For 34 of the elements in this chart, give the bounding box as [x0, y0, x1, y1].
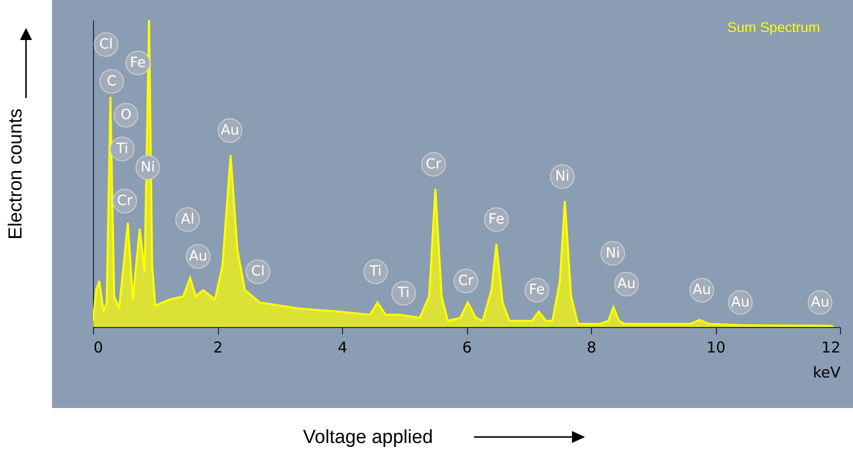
annotation: C — [106, 73, 117, 90]
x-axis-title: keV — [812, 364, 842, 382]
x-tick-label: 6 — [462, 338, 472, 356]
annotation: Au — [188, 248, 208, 264]
annotation: Au — [220, 122, 240, 139]
annotation: Ti — [368, 264, 382, 280]
annotation: Au — [692, 282, 712, 298]
annotation: Fe — [130, 54, 146, 71]
annotation: Au — [617, 276, 636, 292]
x-tick-label: 10 — [706, 338, 726, 356]
annotation: Cr — [426, 156, 442, 172]
annotation: Ti — [115, 140, 128, 157]
annotation: Ni — [606, 245, 620, 262]
x-tick-label: 8 — [586, 338, 596, 356]
annotation: Ni — [555, 168, 570, 185]
x-tick-label: 12 — [821, 338, 840, 356]
annotation: O — [120, 107, 132, 124]
annotation: Fe — [528, 282, 545, 298]
annotation: Cr — [458, 272, 474, 289]
annotation: Cl — [251, 264, 265, 280]
annotation: Cr — [116, 193, 133, 210]
annotation: Ti — [396, 285, 410, 302]
x-tick-label: 0 — [94, 338, 104, 356]
annotation: Al — [180, 212, 194, 228]
text: Voltage applied — [303, 427, 433, 448]
annotation: Sum Spectrum — [727, 19, 820, 35]
annotation: Ni — [140, 159, 155, 176]
annotation: Au — [810, 294, 830, 310]
x-tick-label: 4 — [338, 338, 348, 356]
annotation: Cl — [99, 36, 113, 53]
y-axis-title: Electron counts — [6, 108, 26, 240]
x-tick-label: 2 — [213, 338, 223, 356]
annotation: Au — [731, 294, 750, 310]
annotation: Fe — [488, 212, 504, 228]
